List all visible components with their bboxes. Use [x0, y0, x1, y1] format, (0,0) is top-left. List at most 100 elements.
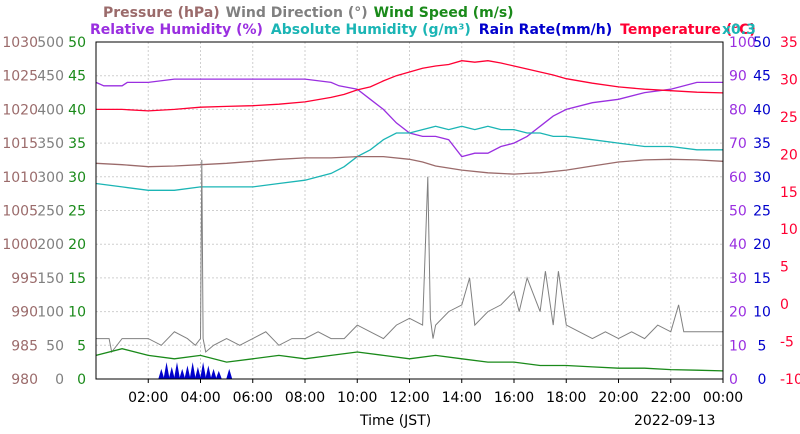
axis-tick-label: 45	[753, 69, 771, 85]
rain-bar	[163, 362, 170, 379]
axis-tick-label: 995	[11, 271, 38, 287]
rain-bar	[184, 365, 191, 379]
series-line	[96, 159, 723, 354]
axis-tick-label: 25	[753, 204, 771, 220]
x-tick-label: 08:00	[285, 390, 325, 406]
axis-tick-label: 100	[37, 305, 64, 321]
rain-bar	[158, 368, 165, 379]
axis-tick-label: 0	[729, 372, 738, 388]
series-layer	[95, 60, 724, 379]
legend-row-1: Pressure (hPa) Wind Direction (°) Wind Spe…	[103, 5, 514, 21]
series-line	[95, 78, 723, 158]
x-axis-label: Time (JST)	[359, 413, 431, 429]
rain-bar	[194, 366, 201, 379]
axis-tick-label: 70	[729, 136, 747, 152]
rain-bar	[215, 370, 222, 379]
legend-entry: Rain Rate(mm/h)	[479, 22, 612, 38]
pressure-axis: 1030 1025 1020 1015 1010 1005 1000 995 990 985 980	[2, 35, 38, 388]
axis-tick-label: 5	[780, 260, 789, 276]
axis-tick-label: 30	[780, 72, 798, 88]
x-tick-label: 02:00	[128, 390, 168, 406]
axis-tick-label: 10	[753, 305, 771, 321]
axis-tick-label: 40	[68, 102, 86, 118]
series-line	[95, 155, 724, 175]
axis-tick-label: 40	[753, 102, 771, 118]
x-tick-label: 12:00	[389, 390, 429, 406]
axis-tick-label: 1005	[2, 204, 38, 220]
axis-tick-label: 15	[753, 271, 771, 287]
x-tick-label: 14:00	[442, 390, 482, 406]
axis-tick-label: 1000	[2, 237, 38, 253]
legend-entry: Pressure (hPa)	[103, 5, 220, 21]
axis-tick-label: 0	[758, 372, 767, 388]
rain-bar	[173, 362, 180, 379]
axis-tick-label: 80	[729, 102, 747, 118]
x-tick-label: 04:00	[180, 390, 220, 406]
axis-tick-label: 400	[37, 102, 64, 118]
axis-tick-label: 10	[729, 338, 747, 354]
axis-tick-label: 20	[780, 147, 798, 163]
temperature-axis: 35 30 25 20 15 10 5 0 -5 -10	[780, 35, 800, 388]
axis-tick-label: 20	[729, 305, 747, 321]
axis-tick-label: 35	[68, 136, 86, 152]
axis-tick-label: 50	[46, 338, 64, 354]
x-tick-label: 20:00	[598, 390, 638, 406]
axis-tick-label: 1020	[2, 102, 38, 118]
axis-tick-label: 20	[68, 237, 86, 253]
axis-tick-label: 250	[37, 204, 64, 220]
series-line	[95, 348, 724, 372]
axis-tick-label: 15	[780, 185, 798, 201]
axis-tick-label: 0	[780, 297, 789, 313]
axis-tick-label: 35	[780, 35, 798, 51]
x-tick-label: 06:00	[233, 390, 273, 406]
axis-tick-label: -5	[780, 335, 794, 351]
axis-tick-label: 30	[68, 170, 86, 186]
axis-tick-label: 25	[68, 204, 86, 220]
x-tick-label: 00:00	[703, 390, 743, 406]
axis-tick-label: 15	[68, 271, 86, 287]
legend-entry: Wind Direction (°)	[226, 5, 368, 21]
x-tick-label: 16:00	[494, 390, 534, 406]
axis-tick-label: 1030	[2, 35, 38, 51]
axis-tick-label: 40	[729, 237, 747, 253]
legend-entry: Absolute Humidity (g/m³)	[271, 22, 471, 38]
axis-tick-label: 1015	[2, 136, 38, 152]
axis-tick-label: 1010	[2, 170, 38, 186]
axis-tick-label: 25	[780, 110, 798, 126]
axis-tick-label: 50	[729, 204, 747, 220]
legend-entry: Temperature (°C)	[620, 22, 756, 38]
abs-humidity-scale-note: x0.3	[722, 22, 756, 38]
axis-tick-label: 45	[68, 69, 86, 85]
axis-tick-label: 990	[11, 305, 38, 321]
axis-tick-label: 450	[37, 69, 64, 85]
x-tick-label: 22:00	[651, 390, 691, 406]
axis-tick-label: 1025	[2, 69, 38, 85]
axis-tick-label: 10	[780, 222, 798, 238]
rain-bar	[210, 368, 217, 379]
rain-bar	[205, 365, 212, 379]
rain-bar	[200, 362, 207, 379]
legend-entry: Wind Speed (m/s)	[374, 5, 514, 21]
axis-tick-label: 0	[77, 372, 86, 388]
rain-bar	[168, 366, 175, 379]
axis-tick-label: 35	[753, 136, 771, 152]
axis-tick-label: 5	[758, 338, 767, 354]
legend-entry: Relative Humidity (%)	[90, 22, 263, 38]
axis-tick-label: 5	[77, 338, 86, 354]
axis-tick-label: 985	[11, 338, 38, 354]
axis-tick-label: 50	[68, 35, 86, 51]
axis-tick-label: 350	[37, 136, 64, 152]
axis-tick-label: 10	[68, 305, 86, 321]
axis-tick-label: -10	[780, 372, 800, 388]
axis-tick-label: 150	[37, 271, 64, 287]
axis-tick-label: 50	[753, 35, 771, 51]
legend-row-2: Relative Humidity (%) Absolute Humidity (…	[90, 22, 756, 38]
rain-bar	[189, 362, 196, 379]
x-tick-label: 18:00	[546, 390, 586, 406]
axis-tick-label: 0	[55, 372, 64, 388]
axis-tick-label: 980	[11, 372, 38, 388]
